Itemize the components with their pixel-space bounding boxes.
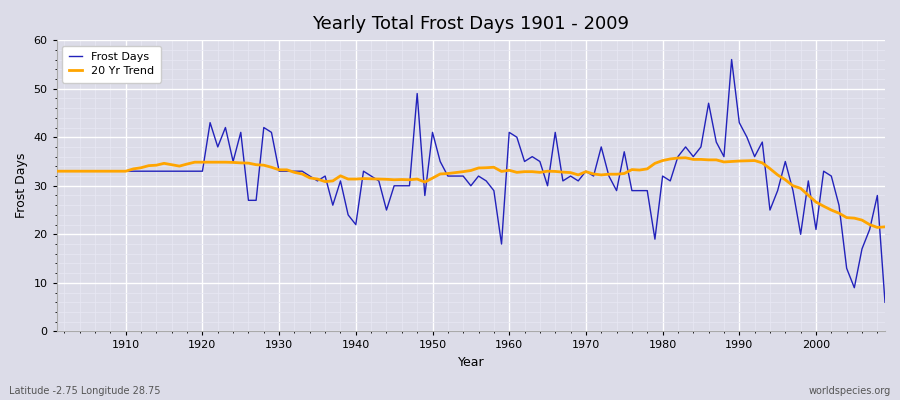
Line: 20 Yr Trend: 20 Yr Trend xyxy=(57,158,885,228)
Y-axis label: Frost Days: Frost Days xyxy=(15,153,28,218)
Frost Days xyxy=(112,169,123,174)
Title: Yearly Total Frost Days 1901 - 2009: Yearly Total Frost Days 1901 - 2009 xyxy=(312,15,629,33)
20 Yr Trend xyxy=(328,178,338,183)
Legend: Frost Days, 20 Yr Trend: Frost Days, 20 Yr Trend xyxy=(62,46,161,82)
Frost Days xyxy=(496,242,507,246)
20 Yr Trend xyxy=(496,169,507,174)
Frost Days xyxy=(726,57,737,62)
20 Yr Trend xyxy=(872,225,883,230)
Text: Latitude -2.75 Longitude 28.75: Latitude -2.75 Longitude 28.75 xyxy=(9,386,160,396)
X-axis label: Year: Year xyxy=(457,356,484,369)
Frost Days xyxy=(879,300,890,305)
20 Yr Trend xyxy=(504,168,515,173)
Frost Days xyxy=(51,169,62,174)
20 Yr Trend xyxy=(51,169,62,174)
20 Yr Trend xyxy=(879,224,890,229)
Frost Days xyxy=(282,169,292,174)
Frost Days xyxy=(504,130,515,135)
20 Yr Trend xyxy=(596,172,607,177)
Line: Frost Days: Frost Days xyxy=(57,60,885,302)
Frost Days xyxy=(328,203,338,208)
Text: worldspecies.org: worldspecies.org xyxy=(809,386,891,396)
20 Yr Trend xyxy=(680,155,691,160)
Frost Days xyxy=(596,144,607,149)
20 Yr Trend xyxy=(282,168,292,172)
20 Yr Trend xyxy=(112,169,123,174)
